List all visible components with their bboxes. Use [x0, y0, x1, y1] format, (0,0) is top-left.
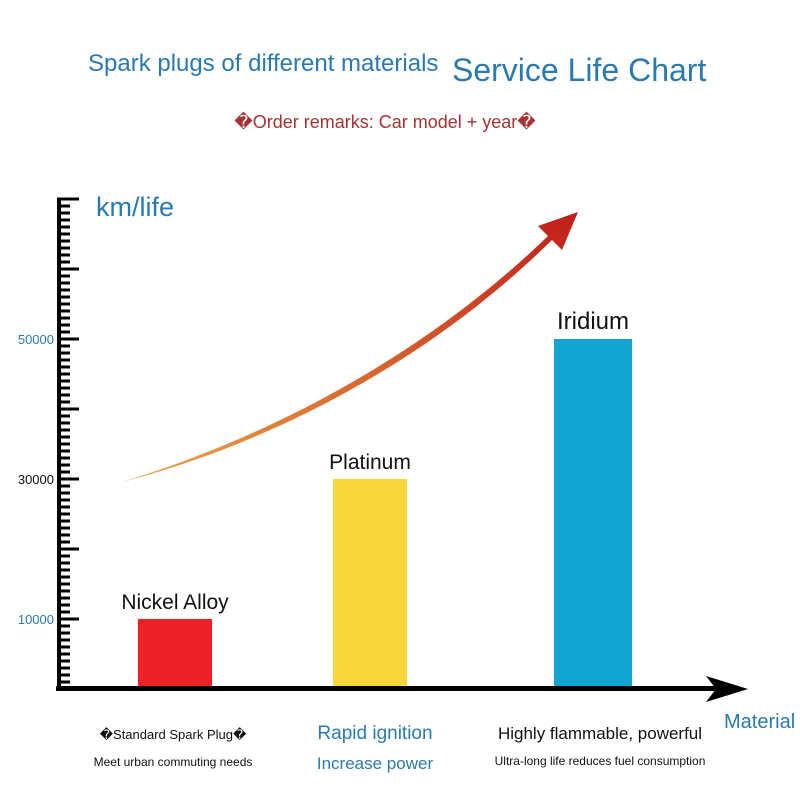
y-minor-tick	[57, 232, 70, 236]
y-minor-tick	[57, 442, 70, 446]
y-major-tick	[57, 617, 79, 621]
y-minor-tick	[57, 428, 70, 432]
y-minor-tick	[57, 575, 70, 579]
caption-3-line1: Highly flammable, powerful	[497, 724, 703, 743]
y-minor-tick	[57, 246, 70, 250]
caption-1-line2: Meet urban commuting needs	[93, 755, 253, 769]
y-minor-tick	[57, 659, 70, 663]
order-remark: �Order remarks: Car model + year�	[234, 112, 536, 132]
y-major-tick	[57, 547, 79, 551]
y-minor-tick	[57, 596, 70, 600]
y-minor-tick	[57, 491, 70, 495]
y-axis-ruler	[57, 197, 79, 689]
y-axis-label: km/life	[96, 192, 174, 222]
y-minor-tick	[57, 379, 70, 383]
y-minor-tick	[57, 680, 70, 684]
bar-platinum	[333, 479, 407, 689]
y-minor-tick	[57, 386, 70, 390]
y-minor-tick	[57, 253, 70, 257]
bars	[138, 339, 632, 689]
y-minor-tick	[57, 470, 70, 474]
y-minor-tick	[57, 218, 70, 222]
y-tick-labels: 10000 30000 50000	[18, 332, 54, 627]
y-minor-tick	[57, 211, 70, 215]
y-minor-tick	[57, 610, 70, 614]
x-axis-arrowhead	[706, 676, 748, 702]
y-minor-tick	[57, 519, 70, 523]
y-minor-tick	[57, 568, 70, 572]
caption-1-line1: �Standard Spark Plug�	[99, 727, 247, 742]
y-minor-tick	[57, 365, 70, 369]
y-minor-tick	[57, 316, 70, 320]
x-axis-line	[56, 686, 716, 691]
y-minor-tick	[57, 645, 70, 649]
bar-label: Iridium	[557, 308, 629, 335]
y-minor-tick	[57, 393, 70, 397]
y-minor-tick	[57, 603, 70, 607]
caption-3-line2: Ultra-long life reduces fuel consumption	[494, 754, 706, 768]
y-minor-tick	[57, 260, 70, 264]
y-minor-tick	[57, 295, 70, 299]
y-minor-tick	[57, 533, 70, 537]
y-minor-tick	[57, 631, 70, 635]
y-tick-label: 10000	[18, 612, 54, 627]
y-minor-tick	[57, 323, 70, 327]
y-minor-tick	[57, 589, 70, 593]
y-minor-tick	[57, 505, 70, 509]
y-minor-tick	[57, 624, 70, 628]
y-minor-tick	[57, 330, 70, 334]
y-minor-tick	[57, 358, 70, 362]
y-minor-tick	[57, 526, 70, 530]
y-minor-tick	[57, 561, 70, 565]
y-minor-tick	[57, 281, 70, 285]
y-minor-tick	[57, 540, 70, 544]
y-minor-tick	[57, 582, 70, 586]
y-minor-tick	[57, 372, 70, 376]
chart-title-left: Spark plugs of different materials	[88, 50, 439, 77]
y-major-tick	[57, 407, 79, 411]
y-minor-tick	[57, 274, 70, 278]
bar-label: Nickel Alloy	[121, 591, 229, 614]
y-minor-tick	[57, 484, 70, 488]
caption-2-line1: Rapid ignition	[317, 723, 433, 744]
y-minor-tick	[57, 456, 70, 460]
y-major-tick	[57, 477, 79, 481]
y-minor-tick	[57, 302, 70, 306]
y-major-tick	[57, 267, 79, 271]
bar-labels: Nickel Alloy Platinum Iridium	[121, 308, 629, 614]
y-minor-tick	[57, 344, 70, 348]
y-minor-tick	[57, 351, 70, 355]
bar-label: Platinum	[329, 451, 411, 474]
y-tick-label: 30000	[18, 472, 54, 487]
y-minor-tick	[57, 400, 70, 404]
y-minor-tick	[57, 239, 70, 243]
y-minor-tick	[57, 463, 70, 467]
bar-nickel-alloy	[138, 619, 212, 689]
y-minor-tick	[57, 666, 70, 670]
caption-2-line2: Increase power	[316, 754, 434, 773]
trend-arrow	[122, 212, 578, 482]
y-minor-tick	[57, 673, 70, 677]
y-major-tick	[57, 337, 79, 341]
bar-iridium	[554, 339, 632, 689]
y-minor-tick	[57, 652, 70, 656]
y-minor-tick	[57, 204, 70, 208]
chart-title-right: Service Life Chart	[452, 52, 707, 88]
x-axis-label: Material	[724, 711, 795, 733]
y-minor-tick	[57, 421, 70, 425]
y-minor-tick	[57, 225, 70, 229]
y-minor-tick	[57, 435, 70, 439]
y-major-tick	[57, 197, 79, 201]
y-minor-tick	[57, 309, 70, 313]
y-minor-tick	[57, 288, 70, 292]
y-minor-tick	[57, 638, 70, 642]
y-tick-label: 50000	[18, 332, 54, 347]
y-minor-tick	[57, 554, 70, 558]
y-minor-tick	[57, 498, 70, 502]
y-minor-tick	[57, 449, 70, 453]
y-minor-tick	[57, 414, 70, 418]
y-minor-tick	[57, 512, 70, 516]
